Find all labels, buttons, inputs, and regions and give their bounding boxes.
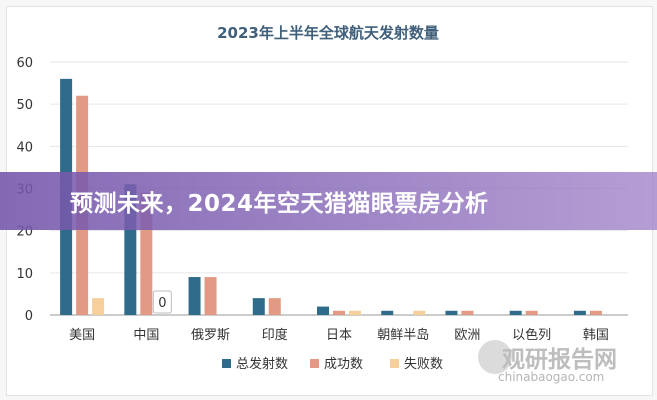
watermark-logo-icon (478, 340, 512, 374)
bar-total-7 (509, 310, 522, 315)
bar-failure-5 (413, 310, 426, 315)
legend-label: 成功数 (324, 357, 363, 372)
bar-success-4 (333, 310, 345, 315)
watermark-title: 观研报告网 (502, 347, 617, 373)
bar-failure-4 (349, 310, 361, 315)
x-tick-label: 美国 (69, 328, 95, 343)
x-axis-ticks: 美国 中国 俄罗斯 印度 日本 朝鲜半岛 欧洲 以色列 韩国 (69, 327, 609, 343)
bar-success-3 (268, 298, 281, 315)
y-tick-label: 10 (16, 267, 33, 282)
banner-text: 预测未来，2024年空天猎猫眼票房分析 (70, 191, 489, 217)
bar-total-2 (188, 277, 201, 315)
x-tick-label: 朝鲜半岛 (377, 327, 429, 343)
legend-label: 失败数 (404, 357, 443, 372)
bar-total-5 (381, 310, 394, 315)
x-tick-label: 中国 (133, 328, 159, 343)
data-label-box (152, 290, 172, 314)
chart-title: 2023年上半年全球航天发射数量 (217, 24, 439, 42)
y-tick-label: 60 (16, 56, 33, 71)
bar-total-8 (573, 310, 586, 315)
watermark: 观研报告网 chinabaogao.com (478, 340, 638, 386)
bar-success-6 (461, 310, 474, 315)
x-tick-label: 俄罗斯 (191, 328, 230, 343)
bar-success-2 (204, 277, 217, 315)
bar-success-7 (525, 310, 538, 315)
y-tick-label: 0 (25, 309, 33, 324)
bar-success-8 (589, 310, 602, 315)
promo-banner: 预测未来，2024年空天猎猫眼票房分析 (0, 172, 657, 230)
legend-swatch (222, 359, 231, 368)
legend-swatch (390, 359, 399, 368)
data-labels: 0 (152, 290, 172, 314)
bar-failure-0 (92, 298, 105, 315)
y-tick-label: 40 (16, 140, 33, 155)
legend-label: 总发射数 (236, 356, 288, 372)
bar-total-4 (317, 306, 329, 315)
x-tick-label: 印度 (262, 327, 288, 343)
legend-swatch (310, 359, 319, 368)
y-tick-label: 50 (16, 98, 33, 113)
x-tick-label: 以色列 (512, 327, 551, 343)
watermark-url: chinabaogao.com (498, 370, 605, 384)
legend: 总发射数 成功数 失败数 (222, 356, 443, 372)
x-tick-label: 日本 (326, 328, 352, 343)
data-label: 0 (158, 296, 166, 311)
bar-total-3 (252, 298, 265, 315)
bar-total-6 (445, 310, 458, 315)
x-tick-label: 欧洲 (454, 328, 480, 343)
x-tick-label: 韩国 (583, 328, 609, 343)
